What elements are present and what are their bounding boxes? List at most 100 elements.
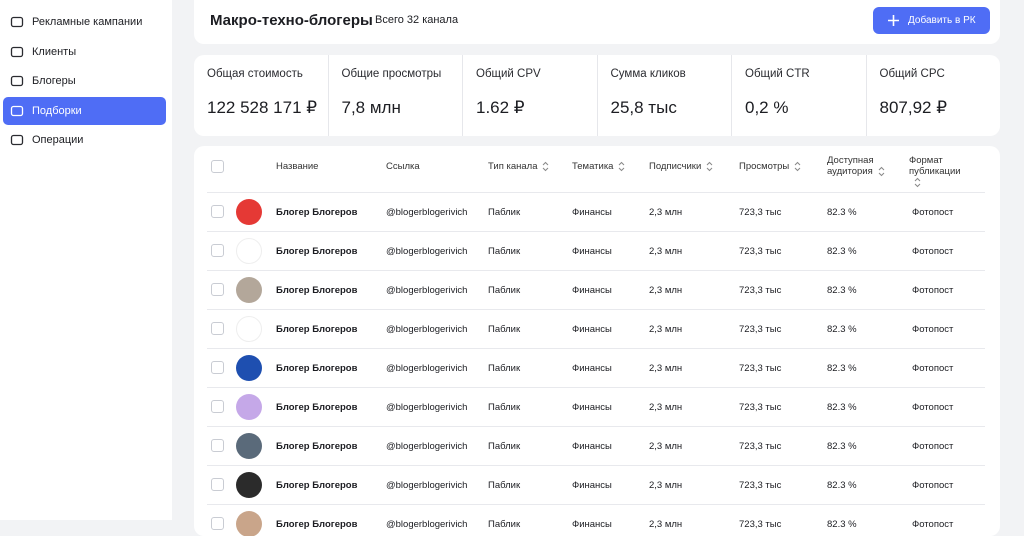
stat-value: 7,8 млн bbox=[341, 98, 401, 117]
table-cell: Финансы bbox=[572, 480, 612, 491]
table-cell: 723,3 тыс bbox=[739, 441, 782, 452]
column-header[interactable]: Подписчики bbox=[649, 161, 729, 172]
column-header[interactable]: Просмотры bbox=[739, 161, 819, 172]
nav-item[interactable]: Блогеры bbox=[3, 67, 166, 95]
table-cell[interactable]: @blogerblogerivich bbox=[386, 207, 468, 218]
nav-item[interactable]: Рекламные кампании bbox=[3, 8, 166, 36]
table-cell: Блогер Блогеров bbox=[276, 402, 358, 413]
table-cell: Финансы bbox=[572, 246, 612, 257]
row-separator bbox=[207, 192, 985, 193]
table-cell: Финансы bbox=[572, 363, 612, 374]
nav-label: Клиенты bbox=[32, 46, 77, 58]
sort-icon[interactable] bbox=[617, 161, 626, 172]
add-button[interactable]: Добавить в РК bbox=[873, 7, 990, 34]
table-cell: 2,3 млн bbox=[649, 480, 683, 491]
row-checkbox[interactable] bbox=[211, 244, 224, 257]
stat-cell: Общий CPV 1.62 ₽ bbox=[462, 55, 597, 136]
sort-icon[interactable] bbox=[793, 161, 802, 172]
nav-label: Блогеры bbox=[32, 75, 76, 87]
table-cell: Фотопост bbox=[912, 441, 954, 452]
table-cell: Фотопост bbox=[912, 480, 954, 491]
nav-item[interactable]: Клиенты bbox=[3, 38, 166, 66]
table-cell: Фотопост bbox=[912, 246, 954, 257]
stat-cell: Общая стоимость 122 528 171 ₽ bbox=[194, 55, 328, 136]
row-checkbox[interactable] bbox=[211, 517, 224, 530]
table-cell: 82.3 % bbox=[827, 519, 857, 530]
table-cell: Финансы bbox=[572, 324, 612, 335]
plus-icon bbox=[888, 15, 899, 26]
row-checkbox[interactable] bbox=[211, 322, 224, 335]
row-separator bbox=[207, 270, 985, 271]
row-checkbox[interactable] bbox=[211, 400, 224, 413]
table-cell: 82.3 % bbox=[827, 363, 857, 374]
column-header[interactable]: Тип канала bbox=[488, 161, 568, 172]
sidebar: Рекламные кампании Клиенты Блогеры Подборки… bbox=[0, 0, 172, 520]
app: Рекламные кампании Клиенты Блогеры Подборки… bbox=[0, 0, 1000, 536]
table-cell: 723,3 тыс bbox=[739, 285, 782, 296]
table-cell: 82.3 % bbox=[827, 285, 857, 296]
row-separator bbox=[207, 465, 985, 466]
sort-icon[interactable] bbox=[541, 161, 550, 172]
sort-icon[interactable] bbox=[877, 166, 886, 177]
table-cell[interactable]: @blogerblogerivich bbox=[386, 246, 468, 257]
table-cell: Блогер Блогеров bbox=[276, 324, 358, 335]
row-checkbox[interactable] bbox=[211, 478, 224, 491]
sort-icon[interactable] bbox=[705, 161, 714, 172]
column-header-label: Подписчики bbox=[649, 161, 702, 173]
table-cell: 82.3 % bbox=[827, 441, 857, 452]
header-card: Макро-техно-блогеры Всего 32 канала Доба… bbox=[194, 0, 1000, 44]
stat-cell: Общие просмотры 7,8 млн bbox=[327, 55, 463, 136]
column-header-label: Формат публикации bbox=[909, 155, 961, 177]
table-cell[interactable]: @blogerblogerivich bbox=[386, 441, 468, 452]
table-cell: 723,3 тыс bbox=[739, 246, 782, 257]
table-cell: Паблик bbox=[488, 480, 521, 491]
nav-label: Подборки bbox=[32, 105, 82, 117]
table-cell: Финансы bbox=[572, 402, 612, 413]
row-checkbox[interactable] bbox=[211, 205, 224, 218]
sort-icon[interactable] bbox=[913, 177, 922, 188]
column-header-label: Просмотры bbox=[739, 161, 790, 173]
row-separator bbox=[207, 426, 985, 427]
table-cell: 2,3 млн bbox=[649, 285, 683, 296]
nav-icon bbox=[10, 46, 24, 58]
page-title: Макро-техно-блогеры bbox=[210, 12, 373, 29]
table-cell: Финансы bbox=[572, 441, 612, 452]
table-cell[interactable]: @blogerblogerivich bbox=[386, 519, 468, 530]
table-cell[interactable]: @blogerblogerivich bbox=[386, 363, 468, 374]
nav-item[interactable]: Подборки bbox=[3, 97, 166, 125]
table-cell[interactable]: @blogerblogerivich bbox=[386, 402, 468, 413]
table-cell[interactable]: @blogerblogerivich bbox=[386, 285, 468, 296]
stat-label: Общий CPV bbox=[476, 68, 541, 80]
table-cell: 2,3 млн bbox=[649, 324, 683, 335]
table-cell[interactable]: @blogerblogerivich bbox=[386, 480, 468, 491]
select-all-checkbox[interactable] bbox=[211, 160, 224, 173]
table-cell: Фотопост bbox=[912, 363, 954, 374]
nav-item[interactable]: Операции bbox=[3, 126, 166, 154]
table-card: Название Ссылка Тип канала Тематика Подписчи… bbox=[194, 146, 1000, 536]
table-cell: 723,3 тыс bbox=[739, 519, 782, 530]
stat-value: 0,2 % bbox=[745, 98, 789, 117]
stat-label: Общая стоимость bbox=[207, 68, 303, 80]
nav-icon bbox=[10, 105, 24, 117]
table-cell: 723,3 тыс bbox=[739, 480, 782, 491]
column-header: Ссылка bbox=[386, 161, 466, 172]
table-cell: 2,3 млн bbox=[649, 519, 683, 530]
table-cell[interactable]: @blogerblogerivich bbox=[386, 324, 468, 335]
table-cell: 2,3 млн bbox=[649, 207, 683, 218]
row-checkbox[interactable] bbox=[211, 439, 224, 452]
table-cell: Блогер Блогеров bbox=[276, 207, 358, 218]
avatar bbox=[236, 238, 262, 264]
table-cell: Паблик bbox=[488, 324, 521, 335]
column-header[interactable]: Доступная аудитория bbox=[827, 155, 887, 177]
row-checkbox[interactable] bbox=[211, 361, 224, 374]
column-header-label: Название bbox=[276, 161, 319, 172]
row-separator bbox=[207, 309, 985, 310]
column-header[interactable]: Формат публикации bbox=[909, 155, 969, 188]
column-header-label: Тип канала bbox=[488, 161, 538, 173]
table-cell: 82.3 % bbox=[827, 402, 857, 413]
column-header[interactable]: Тематика bbox=[572, 161, 652, 172]
row-checkbox[interactable] bbox=[211, 283, 224, 296]
nav-icon bbox=[10, 134, 24, 146]
table-cell: Паблик bbox=[488, 285, 521, 296]
table-cell: Фотопост bbox=[912, 519, 954, 530]
